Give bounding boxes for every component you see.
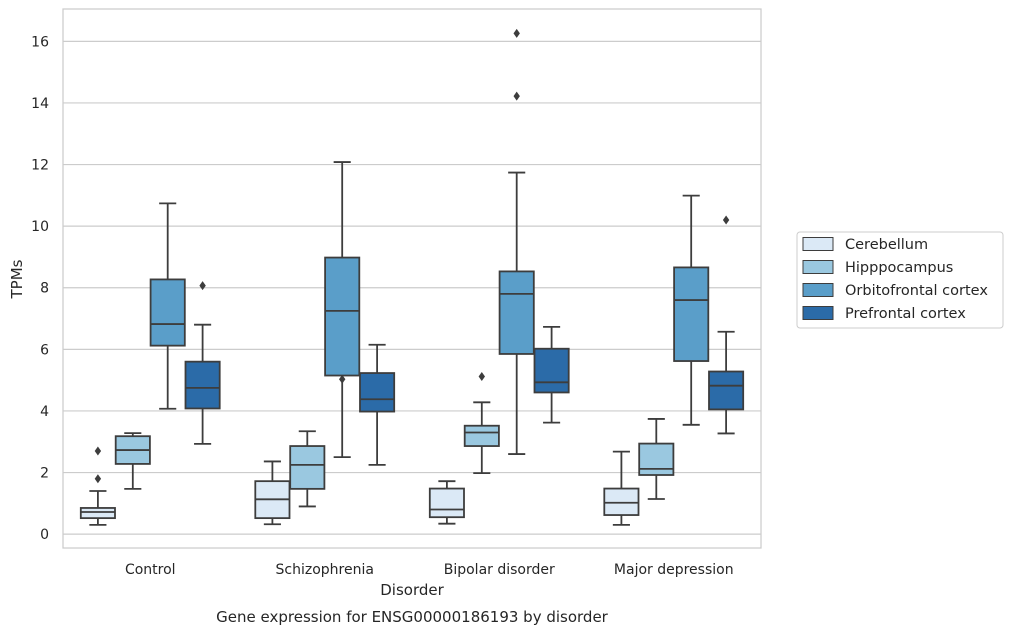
- outlier-point: [722, 215, 730, 225]
- box-plot: [708, 215, 745, 435]
- box-plots: [79, 28, 745, 526]
- outlier-point: [478, 371, 485, 381]
- box-plot: [463, 371, 500, 475]
- plot-area-frame: [62, 8, 762, 549]
- y-axis-ticks: 0 2 4 6 8 10 12 14 16: [31, 34, 49, 543]
- box-iqr: [359, 372, 396, 413]
- legend-swatch: [802, 306, 834, 320]
- box-iqr: [149, 278, 186, 347]
- box-plot: [289, 430, 326, 508]
- legend-label: Cerebellum: [845, 237, 928, 253]
- box-plot: [184, 281, 221, 445]
- y-tick-label: 0: [40, 527, 49, 543]
- x-axis-title: Disorder: [380, 581, 444, 599]
- legend-label: Prefrontal cortex: [845, 306, 966, 322]
- box-iqr: [708, 370, 745, 411]
- legend: Cerebellum Hipppocampus Orbitofrontal cort…: [796, 231, 1004, 329]
- outlier-point: [94, 446, 102, 456]
- box-iqr: [79, 507, 116, 520]
- figure-caption: Gene expression for ENSG00000186193 by d…: [216, 608, 609, 626]
- y-tick-label: 8: [40, 281, 49, 297]
- box-plot: [149, 202, 186, 410]
- outlier-point: [339, 374, 346, 384]
- x-tick-label: Control: [125, 562, 176, 578]
- outlier-point: [94, 474, 102, 484]
- outlier-point: [513, 91, 520, 101]
- box-iqr: [533, 347, 570, 394]
- legend-swatch: [802, 260, 834, 274]
- box-plot: [359, 343, 396, 466]
- x-tick-label: Major depression: [614, 562, 734, 578]
- x-tick-label: Bipolar disorder: [444, 562, 555, 578]
- box-iqr: [184, 360, 221, 410]
- legend-label: Hipppocampus: [845, 260, 953, 276]
- legend-swatch: [802, 283, 834, 297]
- box-iqr: [324, 256, 361, 377]
- box-iqr: [289, 445, 326, 490]
- y-axis-title: TPMs: [8, 259, 26, 299]
- box-plot: [254, 460, 291, 526]
- x-axis-ticks: Control Schizophrenia Bipolar disorder Majo…: [125, 562, 734, 578]
- box-plot: [79, 446, 116, 526]
- box-iqr: [498, 270, 535, 355]
- box-plot: [603, 450, 640, 526]
- box-plot: [428, 480, 465, 525]
- box-plot: [324, 161, 361, 459]
- y-tick-label: 4: [40, 404, 49, 420]
- y-tick-label: 2: [40, 466, 49, 482]
- box-iqr: [463, 424, 500, 447]
- box-plot: [498, 28, 535, 455]
- box-plot: [673, 194, 710, 426]
- y-tick-label: 10: [31, 219, 49, 235]
- box-iqr: [673, 266, 710, 362]
- legend-frame: [796, 231, 1004, 329]
- box-plot: [114, 432, 151, 490]
- legend-swatch: [802, 237, 834, 251]
- box-iqr: [603, 487, 640, 516]
- box-plot: [638, 418, 675, 500]
- legend-label: Orbitofrontal cortex: [845, 283, 988, 299]
- box-plot: [533, 325, 570, 424]
- box-iqr: [638, 442, 675, 476]
- x-tick-label: Schizophrenia: [276, 562, 374, 578]
- y-tick-label: 16: [31, 34, 49, 50]
- y-tick-label: 6: [40, 342, 49, 358]
- outlier-point: [513, 28, 520, 38]
- box-iqr: [428, 487, 465, 519]
- y-tick-label: 12: [31, 158, 49, 174]
- outlier-point: [199, 281, 206, 291]
- y-tick-label: 14: [31, 96, 49, 112]
